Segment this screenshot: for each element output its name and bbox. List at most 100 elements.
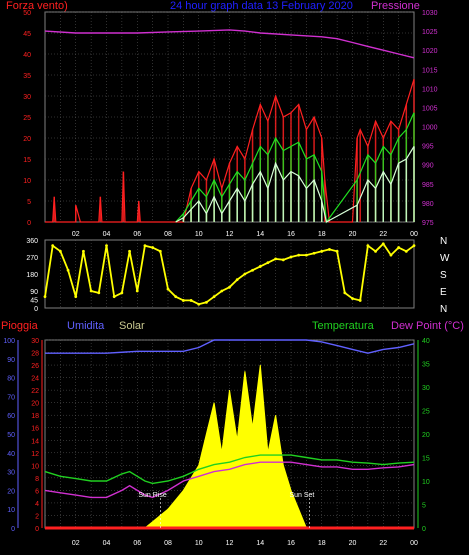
panel2-compass-label: N [440, 236, 447, 247]
panel2-point-direction [374, 249, 377, 253]
panel2-point-direction [189, 299, 193, 302]
panel2-point-direction [112, 295, 116, 299]
panel1-ytick-left: 15 [23, 157, 31, 164]
panel3-xtick: 10 [195, 540, 203, 547]
panel2-point-direction [251, 268, 254, 272]
panel3-xtick: 14 [256, 540, 264, 547]
panel3-ytick-rain: 26 [31, 363, 39, 370]
panel3-ytick-humidity: 90 [7, 357, 15, 364]
panel2-point-direction [158, 249, 162, 253]
panel3-ytick-temp: 5 [422, 503, 426, 510]
panel2-point-direction [151, 246, 155, 249]
panel1-ytick-right: 985 [422, 182, 434, 189]
panel2-point-direction [266, 261, 270, 265]
panel3-ytick-humidity: 10 [7, 507, 15, 514]
panel3-xtick: 02 [72, 540, 80, 547]
panel3-ytick-temp: 30 [422, 385, 430, 392]
panel2-point-direction [320, 249, 324, 253]
panel1-xtick: 00 [410, 231, 418, 238]
panel1-xtick: 08 [164, 231, 172, 238]
panel3-ytick-temp: 10 [422, 479, 430, 486]
legend-solar: Solar [119, 320, 145, 332]
panel2-point-direction [328, 248, 331, 251]
panel2-compass-label: S [440, 270, 447, 281]
panel2-point-direction [312, 251, 316, 255]
panel2-point-direction [366, 244, 370, 248]
panel3-series-dew-point-c [44, 461, 415, 499]
panel3-xtick: 12 [226, 540, 234, 547]
panel2-point-direction [205, 300, 208, 304]
panel2-point-direction [120, 291, 124, 295]
annotation-sun-set: Sun Set [289, 492, 314, 499]
title-forza-vento: Forza vento) [6, 0, 68, 12]
panel3-ytick-rain: 24 [31, 376, 39, 383]
panel3-ytick-humidity: 100 [3, 338, 15, 345]
panel3-ytick-rain: 2 [35, 513, 39, 520]
panel3-ytick-humidity: 50 [7, 432, 15, 439]
panel2-point-direction [235, 278, 239, 282]
panel2-point-direction [135, 289, 139, 293]
panel3-ytick-rain: 12 [31, 451, 39, 458]
panel3-ytick-temp: 25 [422, 409, 430, 416]
panel1-xtick: 12 [226, 231, 234, 238]
panel3-ytick-temp: 15 [422, 456, 430, 463]
panel1-ytick-left: 20 [23, 136, 31, 143]
panel2-compass-label: E [440, 287, 447, 298]
panel3-ytick-temp: 40 [422, 338, 430, 345]
panel1-ytick-left: 5 [27, 199, 31, 206]
panel3-ytick-rain: 14 [31, 438, 39, 445]
panel2-point-direction [97, 291, 101, 295]
panel2-point-direction [82, 249, 85, 253]
panel2-point-direction [74, 295, 78, 299]
panel3-ytick-humidity: 30 [7, 470, 15, 477]
panel2-point-direction [281, 258, 285, 262]
panel2-point-direction [343, 291, 347, 295]
panel1-xtick: 20 [349, 231, 357, 238]
panel2-point-direction [197, 302, 201, 306]
panel3-ytick-rain: 8 [35, 476, 39, 483]
panel2-point-direction [51, 244, 55, 248]
panel1-xtick: 22 [379, 231, 387, 238]
panel2-point-direction [66, 268, 70, 272]
panel2-ytick: 45 [30, 298, 38, 305]
panel1-xtick: 04 [103, 231, 111, 238]
panel2-ytick: 180 [26, 272, 38, 279]
panel1-ytick-right: 990 [422, 163, 434, 170]
panel1-ytick-left: 50 [23, 10, 31, 17]
panel3-ytick-humidity: 60 [7, 413, 15, 420]
panel2-point-direction [389, 253, 393, 257]
panel3-xtick: 18 [318, 540, 326, 547]
panel2-point-direction [335, 249, 339, 253]
panel1-ytick-right: 1005 [422, 105, 438, 112]
panel3-ytick-rain: 10 [31, 463, 39, 470]
panel1-ytick-left: 35 [23, 73, 31, 80]
panel1-xtick: 14 [256, 231, 264, 238]
panel1-ytick-left: 30 [23, 94, 31, 101]
panel1-ytick-right: 1025 [422, 29, 438, 36]
panel2-point-direction [304, 253, 308, 257]
panel3-xtick: 16 [287, 540, 295, 547]
panel2-ytick: 270 [26, 255, 38, 262]
panel3-ytick-rain: 28 [31, 351, 39, 358]
panel2-point-direction [404, 249, 408, 253]
panel3-ytick-humidity: 20 [7, 488, 15, 495]
panel2-point-direction [105, 244, 108, 248]
title-graph-date: 24 hour graph data 13 February 2020 [170, 0, 353, 12]
legend-umidita: Umidita [67, 320, 105, 332]
panel3-ytick-rain: 30 [31, 338, 39, 345]
title-pressione: Pressione [371, 0, 420, 12]
panel1-ytick-right: 995 [422, 144, 434, 151]
panel2-point-direction [43, 295, 47, 299]
panel2-ytick: 0 [34, 306, 38, 313]
annotation-sun-rise: Sun Rise [138, 492, 167, 499]
panel2-point-direction [358, 299, 362, 302]
panel3-series-solar [143, 365, 308, 529]
panel3-ytick-rain: 22 [31, 388, 39, 395]
panel3-ytick-rain: 6 [35, 488, 39, 495]
panel2-point-direction [289, 255, 293, 259]
panel3-xtick: 00 [410, 540, 418, 547]
panel1-ytick-left: 45 [23, 31, 31, 38]
panel2-point-direction [243, 272, 247, 276]
panel3-ytick-humidity: 40 [7, 451, 15, 458]
panel3-xtick: 20 [349, 540, 357, 547]
